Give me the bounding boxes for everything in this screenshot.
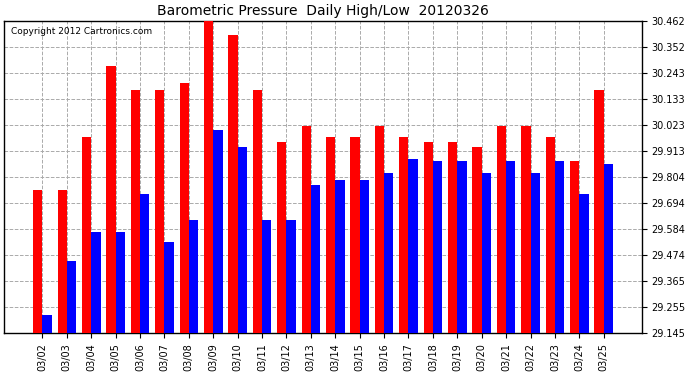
Bar <box>106 66 116 333</box>
Bar <box>326 137 335 333</box>
Title: Barometric Pressure  Daily High/Low  20120326: Barometric Pressure Daily High/Low 20120… <box>157 4 489 18</box>
Bar <box>531 173 540 333</box>
Bar <box>286 220 296 333</box>
Bar <box>155 90 164 333</box>
Bar <box>179 83 189 333</box>
Bar <box>116 232 125 333</box>
Bar <box>335 180 344 333</box>
Bar <box>457 161 466 333</box>
Bar <box>604 164 613 333</box>
Bar <box>506 161 515 333</box>
Bar <box>253 90 262 333</box>
Bar <box>262 220 271 333</box>
Bar <box>277 142 286 333</box>
Bar <box>237 147 247 333</box>
Bar <box>228 35 237 333</box>
Bar <box>408 159 417 333</box>
Bar <box>189 220 198 333</box>
Bar <box>497 126 506 333</box>
Bar <box>424 142 433 333</box>
Bar <box>433 161 442 333</box>
Bar <box>82 137 91 333</box>
Bar <box>482 173 491 333</box>
Bar <box>521 126 531 333</box>
Text: Copyright 2012 Cartronics.com: Copyright 2012 Cartronics.com <box>10 27 152 36</box>
Bar <box>384 173 393 333</box>
Bar <box>302 126 311 333</box>
Bar <box>473 147 482 333</box>
Bar <box>131 90 140 333</box>
Bar <box>164 242 174 333</box>
Bar <box>140 194 149 333</box>
Bar <box>570 161 580 333</box>
Bar <box>67 261 76 333</box>
Bar <box>595 90 604 333</box>
Bar <box>91 232 101 333</box>
Bar <box>375 126 384 333</box>
Bar <box>555 161 564 333</box>
Bar <box>359 180 369 333</box>
Bar <box>400 137 408 333</box>
Bar <box>204 21 213 333</box>
Bar <box>33 190 42 333</box>
Bar <box>213 130 223 333</box>
Bar <box>580 194 589 333</box>
Bar <box>546 137 555 333</box>
Bar <box>448 142 457 333</box>
Bar <box>57 190 67 333</box>
Bar <box>42 315 52 333</box>
Bar <box>311 185 320 333</box>
Bar <box>351 137 359 333</box>
